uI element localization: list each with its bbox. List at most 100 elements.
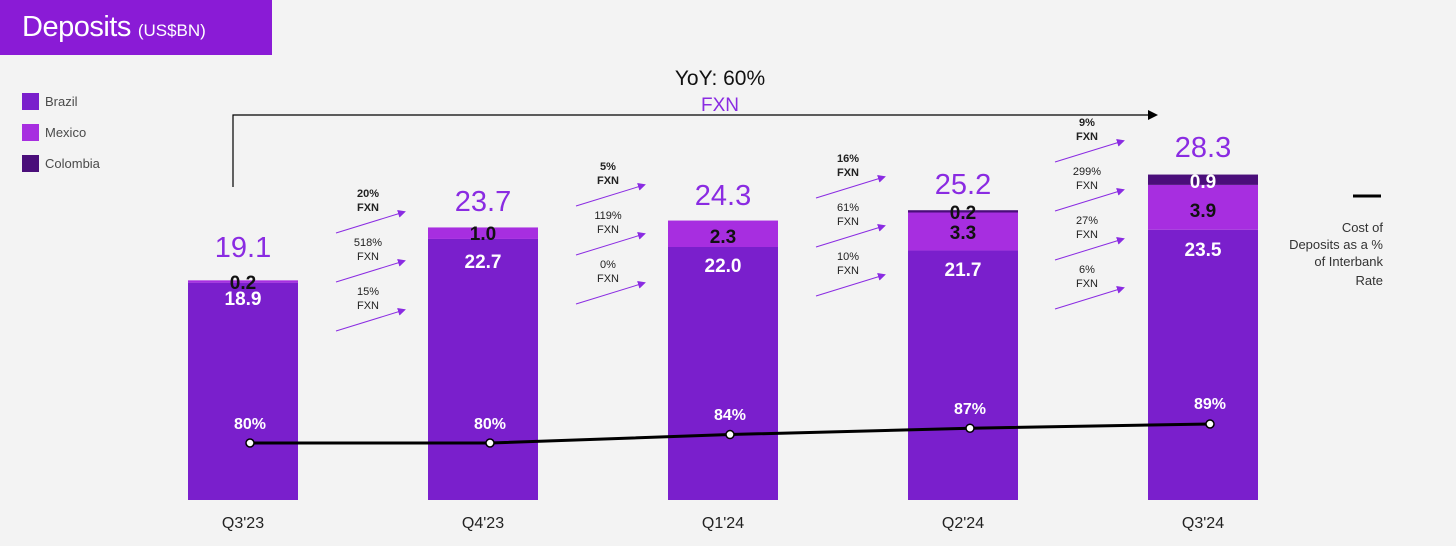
legend-swatch-brazil <box>22 93 39 110</box>
legend-item-colombia: Colombia <box>22 148 100 179</box>
growth-unit-2-0: FXN <box>837 167 859 179</box>
growth-pct-2-1: 61% <box>837 202 859 214</box>
growth-arrow-2-1 <box>815 223 886 248</box>
bar-brazil-2 <box>668 247 778 500</box>
bar-brazil-1 <box>428 238 538 500</box>
cost-point-3 <box>965 423 975 433</box>
growth-arrow-1-2 <box>575 280 646 305</box>
value-label-brazil-q224: 21.7 <box>945 260 982 281</box>
value-label-mexico-q323: 0.2 <box>230 273 256 294</box>
legend-item-mexico: Mexico <box>22 117 100 148</box>
growth-arrow-1-0 <box>575 182 646 207</box>
bar-mexico-2 <box>668 220 778 247</box>
value-label-mexico-q124: 2.3 <box>710 227 736 248</box>
cost-point-2 <box>725 429 735 440</box>
cost-label-1: Cost of <box>1342 220 1384 235</box>
cost-label-point-2: 84% <box>714 407 746 424</box>
growth-unit-1-1: FXN <box>597 224 619 236</box>
growth-arrow-3-3 <box>1054 285 1125 310</box>
growth-arrow-3-0 <box>1054 138 1125 163</box>
growth-annotations: 20% FXN 518% FXN 15% FXN 5% FXN 119% FXN 0% FXN 16% F… <box>335 117 1125 332</box>
growth-arrow-2-2 <box>815 272 886 297</box>
growth-arrow-3-2 <box>1054 236 1125 261</box>
legend: Brazil Mexico Colombia <box>22 86 100 179</box>
growth-pct-1-0: 5% <box>600 161 616 173</box>
value-label-colombia-q324: 0.9 <box>1190 172 1216 193</box>
cost-label-point-0: 80% <box>234 416 266 433</box>
bars-group: 18.90.219.1Q3'2322.71.023.7Q4'2322.02.32… <box>188 132 1258 532</box>
legend-swatch-mexico <box>22 124 39 141</box>
growth-pct-0-0: 20% <box>357 188 379 200</box>
legend-label-colombia: Colombia <box>45 156 100 171</box>
legend-label-brazil: Brazil <box>45 94 78 109</box>
total-label-q224: 25.2 <box>935 169 991 201</box>
chart-title-unit: (US$BN) <box>137 21 206 40</box>
x-tick-label-q323: Q3'23 <box>222 515 264 532</box>
growth-pct-1-1: 119% <box>594 210 622 222</box>
chart-title: Deposits <box>22 11 131 43</box>
growth-arrow-0-0 <box>335 209 406 234</box>
title-box: Deposits (US$BN) <box>0 0 272 55</box>
growth-pct-0-1: 518% <box>354 237 382 249</box>
bar-mexico-0 <box>188 280 298 283</box>
total-label-q324: 28.3 <box>1175 132 1231 164</box>
bar-colombia-3 <box>908 210 1018 213</box>
growth-arrow-0-1 <box>335 258 406 283</box>
total-label-q124: 24.3 <box>695 180 751 212</box>
cost-label-point-1: 80% <box>474 416 506 433</box>
bar-brazil-4 <box>1148 229 1258 500</box>
total-label-q323: 19.1 <box>215 232 271 264</box>
yoy-label: YoY: 60% <box>675 67 765 90</box>
value-label-brazil-q323: 18.9 <box>225 289 262 310</box>
growth-pct-3-3: 6% <box>1079 264 1095 276</box>
cost-label-2: Deposits as a % <box>1289 237 1383 252</box>
growth-unit-2-1: FXN <box>837 216 859 228</box>
growth-unit-1-0: FXN <box>597 175 619 187</box>
yoy-sub: FXN <box>701 95 739 116</box>
growth-unit-0-2: FXN <box>357 300 379 312</box>
legend-item-brazil: Brazil <box>22 86 100 117</box>
bar-mexico-3 <box>908 212 1018 251</box>
value-label-mexico-q224: 3.3 <box>950 223 976 244</box>
growth-unit-2-2: FXN <box>837 265 859 277</box>
growth-unit-0-1: FXN <box>357 251 379 263</box>
bar-mexico-1 <box>428 227 538 239</box>
growth-pct-3-1: 299% <box>1073 166 1101 178</box>
cost-line-layer: 80% 80% 84% 87% 89% <box>234 396 1226 448</box>
total-label-q423: 23.7 <box>455 186 511 218</box>
value-label-colombia-q224: 0.2 <box>950 203 976 224</box>
x-tick-label-q423: Q4'23 <box>462 515 504 532</box>
growth-unit-3-1: FXN <box>1076 180 1098 192</box>
growth-pct-0-2: 15% <box>357 286 379 298</box>
bar-brazil-0 <box>188 282 298 500</box>
value-label-brazil-q324: 23.5 <box>1185 240 1222 261</box>
value-label-brazil-q423: 22.7 <box>465 252 502 273</box>
cost-label-4: Rate <box>1356 273 1383 288</box>
bar-brazil-3 <box>908 250 1018 500</box>
growth-arrow-2-0 <box>815 174 886 199</box>
growth-arrow-0-2 <box>335 307 406 332</box>
cost-point-4 <box>1205 419 1215 429</box>
bar-colombia-4 <box>1148 174 1258 185</box>
bar-mexico-4 <box>1148 184 1258 230</box>
growth-arrow-3-1 <box>1054 187 1125 212</box>
growth-pct-3-2: 27% <box>1076 215 1098 227</box>
x-tick-label-q124: Q1'24 <box>702 515 744 532</box>
growth-unit-1-2: FXN <box>597 273 619 285</box>
growth-unit-3-3: FXN <box>1076 278 1098 290</box>
growth-pct-3-0: 9% <box>1079 117 1095 129</box>
value-label-mexico-q324: 3.9 <box>1190 201 1216 222</box>
legend-label-mexico: Mexico <box>45 125 87 140</box>
cost-label-point-4: 89% <box>1194 396 1226 413</box>
growth-arrow-1-1 <box>575 231 646 256</box>
growth-unit-3-0: FXN <box>1076 131 1098 143</box>
value-label-brazil-q124: 22.0 <box>705 256 742 277</box>
cost-point-0 <box>245 438 255 448</box>
value-label-mexico-q423: 1.0 <box>470 224 496 245</box>
cost-label-3: of Interbank <box>1314 254 1383 269</box>
cost-point-1 <box>485 438 495 448</box>
growth-pct-2-0: 16% <box>837 153 859 165</box>
growth-pct-2-2: 10% <box>837 251 859 263</box>
yoy-bracket-arrow <box>232 110 1158 187</box>
